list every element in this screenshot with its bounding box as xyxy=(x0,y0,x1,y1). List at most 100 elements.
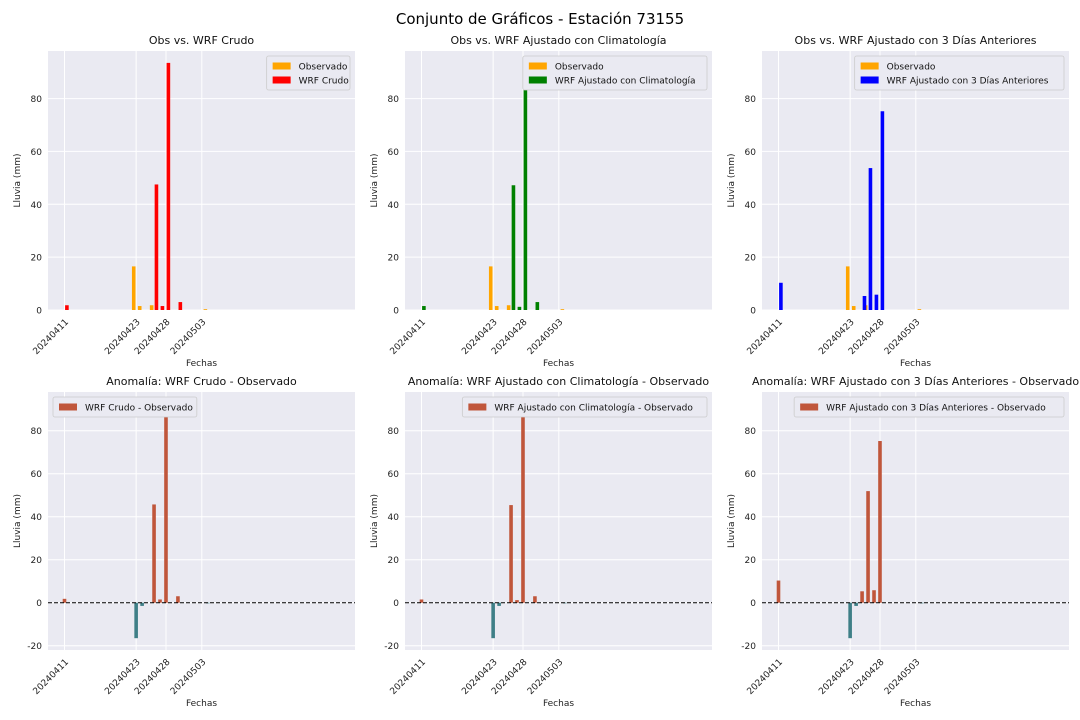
y-tick-label: 40 xyxy=(388,513,400,523)
legend-label: Observado xyxy=(887,63,936,73)
bar-anom_pos xyxy=(509,505,513,603)
bar-wrf_crudo xyxy=(154,184,159,310)
y-tick-label: 60 xyxy=(388,148,400,158)
x-tick-label: 20240411 xyxy=(389,318,428,357)
x-axis-label: Fechas xyxy=(186,359,217,369)
legend-label: WRF Ajustado con 3 Días Anteriores - Obs… xyxy=(826,404,1046,414)
bar-wrf_clim xyxy=(511,185,516,310)
x-tick-label: 20240411 xyxy=(746,658,785,697)
bar-anom_pos xyxy=(497,602,501,606)
y-tick-label: 40 xyxy=(745,201,757,211)
legend: Observado WRF Ajustado con Climatología xyxy=(522,55,708,91)
bar-anom_pos xyxy=(533,596,537,603)
bar-observado xyxy=(203,309,208,310)
legend-label: Observado xyxy=(299,63,348,73)
bar-anom_pos xyxy=(140,602,144,606)
x-tick-label: 20240411 xyxy=(32,318,71,357)
y-tick-label: 0 xyxy=(36,599,42,609)
legend-swatch xyxy=(528,76,547,84)
x-tick-label: 20240503 xyxy=(883,658,922,697)
y-tick-label: 40 xyxy=(31,201,43,211)
legend-label: WRF Ajustado con Climatología - Observad… xyxy=(494,404,693,414)
y-tick-label: 80 xyxy=(745,95,757,105)
bar-anom_pos xyxy=(164,401,168,603)
y-tick-label: 20 xyxy=(388,556,400,566)
bar-wrf_clim xyxy=(422,306,426,310)
subplot-title: Anomalía: WRF Ajustado con 3 Días Anteri… xyxy=(752,375,1079,388)
y-axis-label: Lluvia (mm) xyxy=(370,494,380,548)
bar-wrf_3dias xyxy=(874,294,879,310)
bar-observado xyxy=(131,266,136,310)
bar-anom_pos xyxy=(419,599,424,603)
y-tick-label: 80 xyxy=(388,95,400,105)
bar-anom_pos xyxy=(878,441,882,603)
legend: WRF Crudo - Observado xyxy=(52,396,198,418)
legend-box xyxy=(461,396,708,418)
y-tick-label: 20 xyxy=(745,254,757,264)
bar-observado xyxy=(488,266,493,310)
bar-wrf_3dias xyxy=(868,168,873,310)
bar-anom_pos xyxy=(872,590,876,603)
y-tick-label: 80 xyxy=(31,95,43,105)
x-tick-label: 20240503 xyxy=(526,318,565,357)
legend-swatch xyxy=(528,62,547,70)
bar-observado xyxy=(851,306,856,310)
y-tick-label: 80 xyxy=(31,427,43,437)
legend-swatch xyxy=(860,62,879,70)
bar-observado xyxy=(137,306,142,310)
y-tick-label: 60 xyxy=(745,148,757,158)
x-axis-label: Fechas xyxy=(186,699,217,709)
legend-box xyxy=(522,55,708,91)
y-tick-label: -20 xyxy=(27,642,42,652)
y-tick-label: 60 xyxy=(388,470,400,480)
y-axis-label: Lluvia (mm) xyxy=(370,154,380,208)
bar-anom_pos xyxy=(521,402,525,603)
bar-anom_pos xyxy=(866,491,870,603)
legend-box xyxy=(854,55,1065,91)
y-tick-label: 80 xyxy=(388,427,400,437)
legend-swatch xyxy=(272,76,291,84)
bar-anom_pos xyxy=(62,598,67,603)
y-tick-label: 0 xyxy=(36,307,42,317)
legend-label: WRF Crudo - Observado xyxy=(85,404,193,414)
subplot-title: Anomalía: WRF Ajustado con Climatología … xyxy=(408,375,710,388)
bar-observado xyxy=(845,266,850,310)
y-tick-label: 20 xyxy=(31,556,43,566)
y-tick-label: 40 xyxy=(745,513,757,523)
y-tick-label: 80 xyxy=(745,427,757,437)
bar-wrf_crudo xyxy=(166,62,171,311)
x-axis-label: Fechas xyxy=(543,359,574,369)
subplot-title: Obs vs. WRF Ajustado con 3 Días Anterior… xyxy=(795,34,1037,47)
legend: Observado WRF Ajustado con 3 Días Anterio… xyxy=(854,55,1065,91)
y-tick-label: 40 xyxy=(31,513,43,523)
bar-wrf_3dias xyxy=(779,282,783,310)
subplot-title: Anomalía: WRF Crudo - Observado xyxy=(106,375,297,388)
x-tick-label: 20240503 xyxy=(883,318,922,357)
subplot-title: Obs vs. WRF Ajustado con Climatología xyxy=(450,34,666,47)
legend-box xyxy=(793,396,1065,418)
x-tick-label: 20240411 xyxy=(389,658,428,697)
bar-anom_pos xyxy=(491,602,495,639)
x-tick-label: 20240503 xyxy=(169,318,208,357)
legend-label: WRF Ajustado con Climatología xyxy=(555,77,696,87)
bar-anom_pos xyxy=(158,599,162,603)
y-tick-label: 0 xyxy=(393,599,399,609)
y-axis-label: Lluvia (mm) xyxy=(13,154,23,208)
legend-swatch xyxy=(860,76,879,84)
bar-anom_pos xyxy=(515,600,519,603)
bar-wrf_3dias xyxy=(862,295,867,310)
x-tick-label: 20240411 xyxy=(32,658,71,697)
y-axis-label: Lluvia (mm) xyxy=(13,494,23,548)
x-tick-label: 20240503 xyxy=(526,658,565,697)
y-tick-label: 0 xyxy=(750,599,756,609)
y-tick-label: 0 xyxy=(750,307,756,317)
bar-observado xyxy=(917,309,922,310)
y-tick-label: 0 xyxy=(393,307,399,317)
bar-wrf_clim xyxy=(523,64,528,310)
bar-observado xyxy=(149,305,154,310)
bar-anom_pos xyxy=(776,580,781,603)
bar-observado xyxy=(560,309,565,310)
